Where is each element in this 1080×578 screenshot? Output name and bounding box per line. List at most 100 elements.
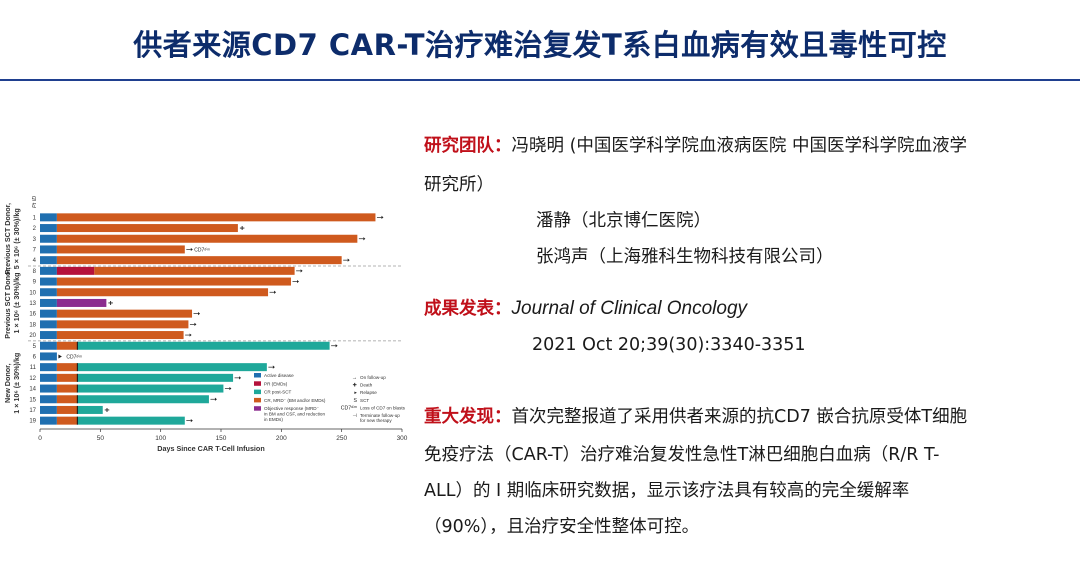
- patient-id: 5: [33, 344, 37, 350]
- group-label-line2: 1 × 10⁶ (± 30%)/kg: [12, 272, 21, 333]
- bar-segment: [40, 373, 57, 382]
- follow-up-arrowhead: [229, 386, 232, 391]
- group-label-line1: Previous SCT Donor,: [3, 203, 12, 275]
- bar-segment: [56, 331, 184, 340]
- follow-up-arrowhead: [190, 419, 193, 423]
- patient-id: 1: [33, 215, 37, 221]
- bar-segment: [94, 266, 295, 275]
- x-tick-label: 300: [397, 435, 408, 442]
- patient-id: 12: [29, 376, 36, 382]
- symbol-legend-glyph: ✚: [353, 383, 357, 389]
- death-marker: [104, 407, 110, 412]
- symbol-legend-glyph: ▸: [354, 390, 357, 396]
- patient-id: 9: [33, 280, 37, 286]
- patient-id: 13: [29, 301, 36, 307]
- bar-segment: [56, 288, 269, 297]
- legend-label: PR (EMDs): [264, 381, 288, 386]
- patient-id: 2: [33, 226, 37, 232]
- x-tick-label: 150: [216, 435, 227, 442]
- follow-up-arrowhead: [363, 237, 366, 241]
- x-tick-label: 0: [38, 435, 42, 442]
- bar-segment: [56, 234, 358, 243]
- cd7-annotation: CD7ᵈⁱᵐ: [194, 246, 210, 253]
- bar-segment: [56, 395, 78, 404]
- patient-id: 18: [29, 322, 36, 328]
- journal-name: Journal of Clinical Oncology: [511, 298, 748, 319]
- symbol-legend-label: Death: [360, 383, 373, 388]
- bar-segment: [40, 395, 57, 404]
- death-marker: [108, 300, 113, 305]
- symbol-legend-glyph: S: [354, 398, 358, 404]
- legend-label: CR, MRD⁻ (BM and/or EMDs): [264, 398, 326, 403]
- bar-segment: [56, 373, 78, 382]
- bar-segment: [77, 395, 209, 404]
- legend-label: Active disease: [264, 373, 294, 378]
- bar-segment: [56, 266, 95, 275]
- team-line-1: 研究团队：冯晓明 (中国医学科学院血液病医院 中国医学科学院血液学: [424, 134, 967, 158]
- symbol-legend-label: Terminate follow-up: [360, 413, 400, 418]
- swimmer-plot: Previous SCT Donor, 5 × 10⁶ (± 30%)/kgPre…: [3, 196, 408, 453]
- bar-segment: [56, 341, 78, 350]
- patient-id: 15: [29, 397, 36, 403]
- bar-segment: [40, 416, 57, 425]
- symbol-legend-glyph: →: [352, 375, 357, 381]
- symbol-legend-label: Loss of CD7 on blasts: [360, 405, 406, 410]
- x-tick-label: 200: [276, 435, 287, 442]
- patient-id: 14: [29, 387, 36, 393]
- patient-id: 16: [29, 312, 36, 318]
- team-line-2: 研究所）: [424, 175, 494, 195]
- follow-up-arrowhead: [272, 365, 275, 369]
- bar-segment: [77, 416, 185, 425]
- bar-segment: [56, 416, 78, 425]
- bar-segment: [40, 384, 57, 393]
- symbol-legend-glyph: ⊣: [352, 413, 357, 419]
- team-member-3: 张鸿声（上海雅科生物科技有限公司）: [536, 247, 834, 267]
- group-label-line1: Previous SCT Donor,: [3, 267, 12, 339]
- symbol-legend-label: On follow-up: [360, 375, 386, 380]
- bar-segment: [40, 341, 57, 350]
- patient-id: 19: [29, 419, 36, 425]
- group-label-line1: New Donor,: [3, 363, 12, 403]
- bar-segment: [77, 405, 103, 414]
- legend-swatch: [254, 406, 261, 411]
- legend-label: Objective response (MRD⁻: [264, 406, 320, 411]
- bar-segment: [40, 298, 57, 307]
- patient-id: 3: [33, 237, 37, 243]
- follow-up-arrowhead: [214, 397, 217, 401]
- bar-segment: [40, 224, 57, 233]
- citation: 2021 Oct 20;39(30):3340-3351: [532, 335, 806, 355]
- bar-segment: [40, 363, 57, 372]
- findings-line-1: 重大发现：首次完整报道了采用供者来源的抗CD7 嵌合抗原受体T细胞: [424, 405, 967, 429]
- follow-up-arrowhead: [190, 247, 193, 252]
- follow-up-arrowhead: [381, 215, 384, 219]
- bar-segment: [40, 331, 57, 340]
- bar-segment: [40, 266, 57, 275]
- group-label-line2: 1 × 10⁶ (± 30%)/kg: [12, 353, 21, 414]
- follow-up-arrowhead: [335, 344, 338, 348]
- death-marker: [239, 226, 245, 231]
- x-tick-label: 250: [336, 435, 347, 442]
- bar-segment: [40, 256, 57, 265]
- follow-up-arrowhead: [296, 279, 299, 284]
- legend-swatch: [254, 397, 261, 403]
- bar-segment: [40, 309, 57, 318]
- follow-up-arrowhead: [347, 258, 350, 262]
- patient-id: 6: [33, 354, 37, 360]
- patient-id: 11: [30, 365, 37, 371]
- symbol-legend-label-cont: for new therapy: [360, 418, 392, 423]
- bar-segment: [56, 256, 342, 265]
- bar-segment: [56, 298, 107, 307]
- publication-label: 成果发表：: [424, 299, 512, 319]
- symbol-legend-label: SCT: [360, 398, 369, 403]
- bar-segment: [56, 224, 238, 233]
- bar-segment: [40, 320, 57, 329]
- team-member-1: 冯晓明 (中国医学科学院血液病医院 中国医学科学院血液学: [511, 136, 967, 156]
- legend-swatch: [254, 373, 261, 378]
- x-axis-label: Days Since CAR T-Cell Infusion: [157, 444, 264, 453]
- publication-line: 成果发表：Journal of Clinical Oncology: [424, 297, 747, 321]
- bar-segment: [40, 245, 57, 254]
- legend-swatch: [254, 381, 261, 386]
- bar-segment: [56, 245, 185, 254]
- bar-segment: [56, 405, 78, 414]
- bar-segment: [56, 309, 193, 318]
